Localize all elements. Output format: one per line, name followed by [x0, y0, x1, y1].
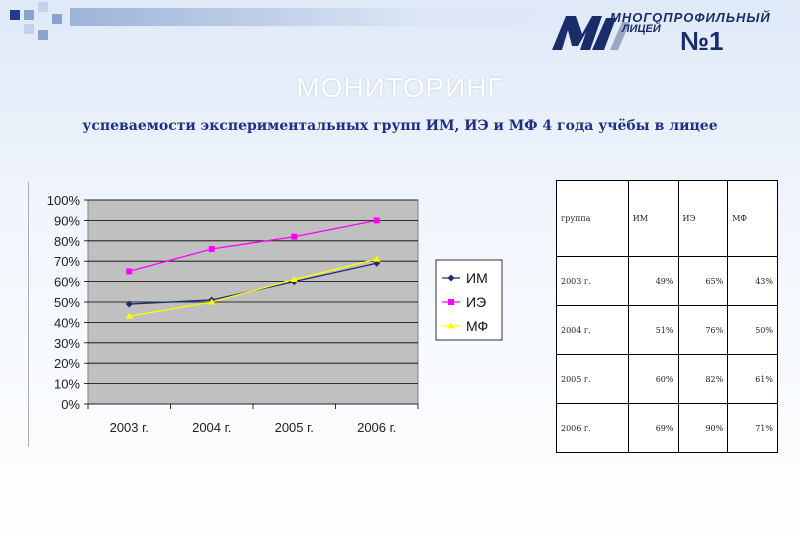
slide-title: МОНИТОРИНГ [296, 72, 504, 103]
data-point [125, 300, 133, 308]
corner-squares-decoration [0, 0, 70, 44]
series-line [129, 258, 377, 317]
table-cell: 76% [677, 305, 729, 355]
table-row: 2006 г. 69% 90% 71% [556, 403, 778, 453]
x-tick-label: 2005 г. [275, 420, 314, 435]
table-cell: 51% [627, 305, 679, 355]
x-tick-label: 2004 г. [192, 420, 231, 435]
table-cell: 60% [627, 354, 679, 404]
square-decoration [24, 24, 34, 34]
table-cell: 50% [727, 305, 778, 355]
x-tick-label: 2003 г. [110, 420, 149, 435]
table-cell: ИМ [627, 180, 679, 257]
results-table: группа ИМ ИЭ МФ 2003 г. 49% 65% 43% 2004 г. 51% 76… [556, 180, 778, 453]
y-tick-label: 100% [47, 193, 81, 208]
table-cell: 2003 г. [556, 256, 629, 306]
data-point [373, 255, 381, 262]
table-cell: 61% [727, 354, 778, 404]
legend-marker [447, 274, 455, 282]
table-cell: 90% [677, 403, 729, 453]
y-tick-label: 80% [54, 234, 80, 249]
y-tick-label: 10% [54, 377, 80, 392]
square-decoration [24, 10, 34, 20]
y-tick-label: 70% [54, 254, 80, 269]
performance-chart: 0% 10% 20% 30% 40% 50% 60% 70% 80% 90% 100% 2003 г.… [20, 180, 510, 450]
logo-mark-icon [552, 16, 630, 50]
legend-label: МФ [466, 318, 488, 334]
y-tick-label: 0% [61, 397, 80, 412]
table-cell: МФ [727, 180, 778, 257]
logo-line-1: МНОГОПРОФИЛЬНЫЙ [610, 10, 771, 25]
chart-frame-line [28, 182, 29, 447]
y-tick-label: 40% [54, 315, 80, 330]
legend-box [435, 259, 503, 341]
data-point [208, 298, 216, 305]
y-tick-label: 50% [54, 295, 80, 310]
logo-number: №1 [680, 26, 724, 56]
data-point [373, 259, 381, 267]
lyceum-logo: МНОГОПРОФИЛЬНЫЙ ЛИЦЕЙ №1 [552, 6, 782, 56]
data-point [126, 268, 133, 275]
table-row: 2004 г. 51% 76% 50% [556, 305, 778, 355]
table-cell: 2005 г. [556, 354, 629, 404]
legend-marker [448, 299, 454, 305]
table-row: 2003 г. 49% 65% 43% [556, 256, 778, 306]
table-row: 2005 г. 60% 82% 61% [556, 354, 778, 404]
table-cell: 2006 г. [556, 403, 629, 453]
table-header-row: группа ИМ ИЭ МФ [556, 180, 778, 257]
y-tick-label: 20% [54, 356, 80, 371]
table-cell: 65% [677, 256, 729, 306]
square-decoration [38, 30, 48, 40]
table-cell: 82% [677, 354, 729, 404]
table-cell: 43% [727, 256, 778, 306]
data-point [125, 312, 133, 319]
table-cell: группа [556, 180, 629, 257]
data-point [291, 233, 298, 240]
x-tick-label: 2006 г. [357, 420, 396, 435]
table-cell: 69% [627, 403, 679, 453]
y-tick-label: 30% [54, 336, 80, 351]
square-decoration [52, 14, 62, 24]
legend-label: ИЭ [466, 294, 486, 310]
square-decoration [38, 2, 48, 12]
table-cell: 71% [727, 403, 778, 453]
legend-label: ИМ [466, 270, 488, 286]
table-cell: 2004 г. [556, 305, 629, 355]
slide-subtitle: успеваемости экспериментальных групп ИМ,… [82, 118, 718, 134]
square-decoration [10, 10, 20, 20]
table-cell: 49% [627, 256, 679, 306]
series-line [129, 219, 377, 273]
legend-marker [447, 322, 455, 329]
y-tick-label: 60% [54, 275, 80, 290]
line-chart-svg: 0% 10% 20% 30% 40% 50% 60% 70% 80% 90% 100% 2003 г.… [47, 193, 503, 435]
table-cell: ИЭ [677, 180, 729, 257]
data-point [373, 217, 380, 224]
y-tick-label: 90% [54, 213, 80, 228]
logo-line-2: ЛИЦЕЙ [622, 23, 661, 35]
data-point [208, 245, 215, 252]
data-point [290, 276, 298, 283]
header-gradient-bar [70, 8, 570, 26]
